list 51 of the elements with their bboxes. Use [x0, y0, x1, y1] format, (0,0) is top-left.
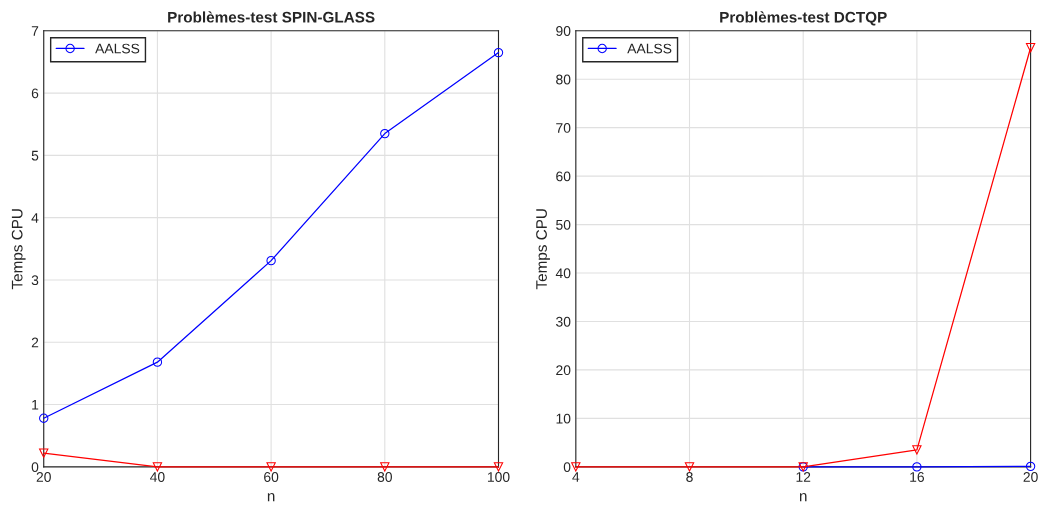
point	[571, 462, 581, 472]
chart-title: Problèmes-test DCTQP	[720, 11, 887, 26]
point	[39, 448, 49, 458]
point	[380, 128, 390, 139]
x-tick-label: 20	[1023, 472, 1038, 482]
x-tick-label: 12	[796, 472, 811, 482]
x-tick-label: 8	[686, 472, 693, 482]
y-tick-label: 20	[556, 365, 571, 376]
x-tick-label: 100	[487, 472, 510, 482]
y-tick-label: 0	[31, 462, 39, 472]
x-axis-title: n	[799, 493, 807, 502]
chart-title: Problèmes-test SPIN-GLASS	[168, 11, 375, 23]
point	[1025, 43, 1036, 53]
x-tick-label: 80	[377, 472, 392, 482]
y-tick-label: 3	[31, 275, 39, 286]
x-tick-label: 16	[910, 472, 925, 482]
x-tick-label: 4	[572, 472, 580, 482]
point	[493, 462, 504, 472]
point	[684, 462, 695, 472]
y-tick-label: 1	[32, 400, 39, 410]
point	[493, 47, 504, 58]
y-tick-label: 70	[556, 123, 571, 133]
x-tick-label: 60	[264, 472, 279, 482]
x-axis-title: n	[267, 493, 275, 502]
y-axis-title: Temps CPU	[11, 209, 26, 290]
y-tick-label: 60	[556, 171, 571, 182]
point	[152, 357, 163, 367]
y-tick-label: 80	[556, 74, 571, 85]
y-tick-label: 50	[556, 219, 571, 230]
y-tick-label: 30	[556, 316, 571, 327]
point	[39, 413, 49, 423]
point	[912, 445, 922, 455]
y-tick-label: 2	[31, 337, 39, 348]
point	[266, 255, 276, 266]
point	[152, 462, 163, 472]
y-tick-label: 5	[31, 150, 39, 161]
y-tick-label: 6	[31, 88, 39, 99]
y-tick-label: 10	[556, 413, 571, 424]
point	[380, 462, 390, 472]
legend-label: AALSS	[627, 43, 672, 54]
x-tick-label: 40	[150, 472, 165, 482]
point	[1025, 461, 1036, 472]
legend-label: AALSS	[95, 43, 140, 54]
point	[912, 462, 922, 472]
point	[266, 462, 276, 472]
y-axis-title: Temps CPU	[536, 209, 550, 290]
y-tick-label: 7	[31, 26, 39, 36]
y-tick-label: 0	[563, 462, 571, 472]
y-tick-label: 4	[31, 213, 39, 223]
y-tick-label: 90	[556, 26, 571, 36]
y-tick-label: 40	[555, 268, 571, 279]
